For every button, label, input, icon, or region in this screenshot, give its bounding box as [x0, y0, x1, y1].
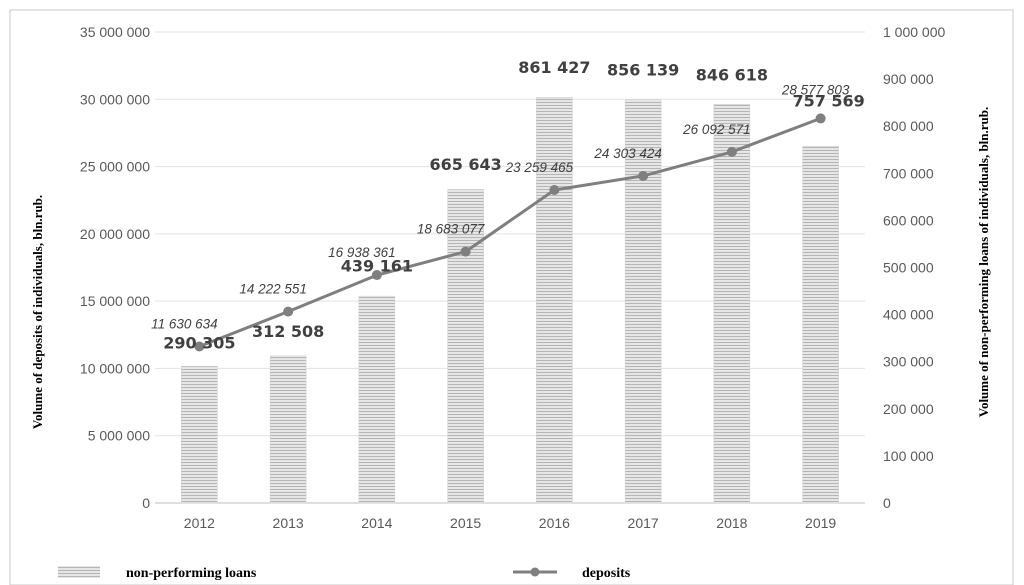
bar-2013 — [269, 355, 307, 504]
legend-swatch-marker — [530, 567, 540, 577]
right-axis-ticks: 0 100 000 200 000 300 000 400 000 500 000 600 … — [883, 24, 945, 511]
x-tick-label: 2012 — [184, 515, 215, 531]
right-tick-label: 0 — [883, 495, 891, 511]
deposits-point-2019 — [815, 113, 826, 124]
right-tick-label: 200 000 — [883, 401, 934, 417]
right-tick-label: 600 000 — [883, 212, 934, 228]
bar-data-label: 439 161 — [341, 256, 413, 275]
right-tick-label: 400 000 — [883, 307, 934, 323]
left-tick-label: 30 000 000 — [80, 91, 150, 107]
figure-border — [9, 9, 1014, 585]
deposits-point-2012 — [194, 341, 205, 352]
line-data-label: 26 092 571 — [682, 122, 751, 137]
bar-2014 — [358, 295, 396, 504]
x-tick-label: 2015 — [450, 515, 481, 531]
right-tick-label: 300 000 — [883, 354, 934, 370]
right-tick-label: 800 000 — [883, 118, 934, 134]
x-tick-label: 2018 — [716, 515, 747, 531]
bar-series-non-performing-loans — [181, 97, 839, 504]
bar-data-label: 846 618 — [696, 65, 768, 84]
x-tick-label: 2019 — [805, 515, 836, 531]
bar-data-label: 312 508 — [252, 322, 324, 341]
legend-label-bars: non-performing loans — [126, 566, 257, 581]
line-data-label: 16 938 361 — [328, 245, 396, 260]
bar-2019 — [802, 145, 839, 504]
left-tick-label: 35 000 000 — [80, 24, 150, 40]
left-tick-label: 5 000 000 — [88, 428, 150, 444]
bar-data-label: 856 139 — [607, 61, 679, 80]
line-series-deposits — [194, 113, 826, 352]
x-tick-label: 2013 — [273, 515, 304, 531]
bar-2017 — [624, 99, 662, 504]
left-tick-label: 0 — [142, 495, 150, 511]
line-data-label: 11 630 634 — [151, 316, 218, 331]
line-data-label: 23 259 465 — [505, 160, 574, 175]
deposits-line — [198, 116, 822, 348]
bar-data-label: 757 569 — [792, 92, 864, 111]
left-tick-label: 10 000 000 — [80, 360, 150, 376]
line-data-label: 28 577 803 — [781, 83, 850, 98]
line-data-labels: 11 630 634 14 222 551 16 938 361 18 683 077… — [151, 83, 850, 332]
line-data-label: 18 683 077 — [417, 222, 485, 237]
left-axis-title: Volume of deposits of individuals, bln.r… — [30, 195, 45, 429]
right-axis-title: Volume of non-performing loans of indivi… — [976, 107, 991, 418]
bar-2012 — [181, 366, 218, 504]
legend-swatch-bars — [58, 566, 100, 578]
bar-data-label: 861 427 — [518, 58, 590, 77]
bar-2018 — [713, 103, 751, 504]
bar-2016 — [536, 97, 573, 504]
bar-data-labels: 290 305 312 508 439 161 665 643 861 427 856 1… — [163, 58, 865, 353]
right-tick-label: 500 000 — [883, 260, 934, 276]
x-tick-label: 2016 — [539, 515, 570, 531]
x-tick-label: 2017 — [628, 515, 659, 531]
right-tick-label: 100 000 — [883, 448, 934, 464]
line-data-label: 24 303 424 — [593, 146, 662, 161]
right-tick-label: 1 000 000 — [883, 24, 945, 40]
deposits-point-2014 — [371, 270, 382, 281]
deposits-point-2013 — [283, 306, 294, 317]
left-tick-label: 20 000 000 — [80, 226, 150, 242]
bar-data-label: 665 643 — [429, 155, 501, 174]
legend-label-line: deposits — [582, 566, 631, 581]
deposits-point-2016 — [549, 184, 560, 195]
left-tick-label: 25 000 000 — [80, 159, 150, 175]
left-axis-ticks: 0 5 000 000 10 000 000 15 000 000 20 000 000… — [80, 24, 150, 511]
x-tick-label: 2014 — [361, 515, 392, 531]
line-data-label: 14 222 551 — [239, 282, 307, 297]
x-axis-ticks: 2012 2013 2014 2015 2016 2017 2018 2019 — [184, 515, 837, 531]
legend: non-performing loans deposits — [58, 566, 631, 581]
deposits-point-2015 — [460, 246, 471, 257]
bar-data-label: 290 305 — [163, 334, 235, 353]
deposits-point-2017 — [638, 170, 649, 181]
deposits-point-2018 — [726, 146, 737, 157]
right-tick-label: 900 000 — [883, 71, 934, 87]
left-tick-label: 15 000 000 — [80, 293, 150, 309]
gridlines — [155, 31, 865, 504]
right-tick-label: 700 000 — [883, 165, 934, 181]
